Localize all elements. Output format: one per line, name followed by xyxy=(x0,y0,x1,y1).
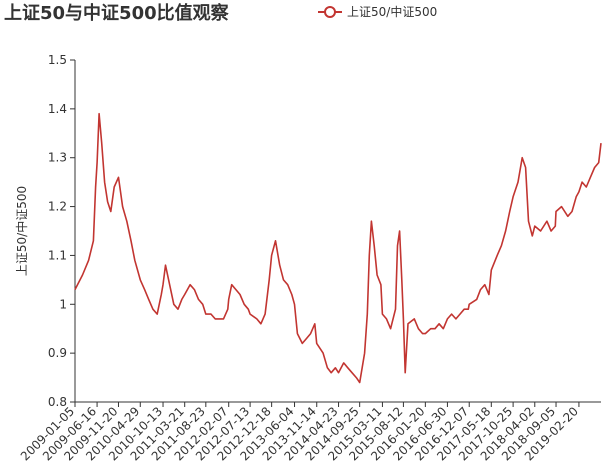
legend-label: 上证50/中证500 xyxy=(347,4,437,19)
y-tick-label: 1.4 xyxy=(48,102,67,116)
y-tick-label: 1.5 xyxy=(48,53,67,67)
chart-title: 上证50与中证500比值观察 xyxy=(4,2,230,24)
y-tick-label: 1.1 xyxy=(48,248,67,262)
y-tick-label: 0.8 xyxy=(48,395,67,409)
legend-circle-icon xyxy=(324,6,336,18)
legend[interactable]: 上证50/中证500 xyxy=(318,4,437,19)
y-tick-label: 1.3 xyxy=(48,151,67,165)
y-axis: 0.8 0.9 1 1.1 1.2 1.3 1.4 1.5 xyxy=(48,53,76,409)
series-layer xyxy=(74,112,602,384)
series-line xyxy=(74,112,602,384)
x-axis: 2009-01-052009-06-162009-11-202010-04-29… xyxy=(18,401,601,463)
y-tick-label: 1 xyxy=(59,297,67,311)
y-axis-title: 上证50/中证500 xyxy=(14,186,29,276)
y-tick-label: 0.9 xyxy=(48,346,67,360)
y-tick-label: 1.2 xyxy=(48,200,67,214)
